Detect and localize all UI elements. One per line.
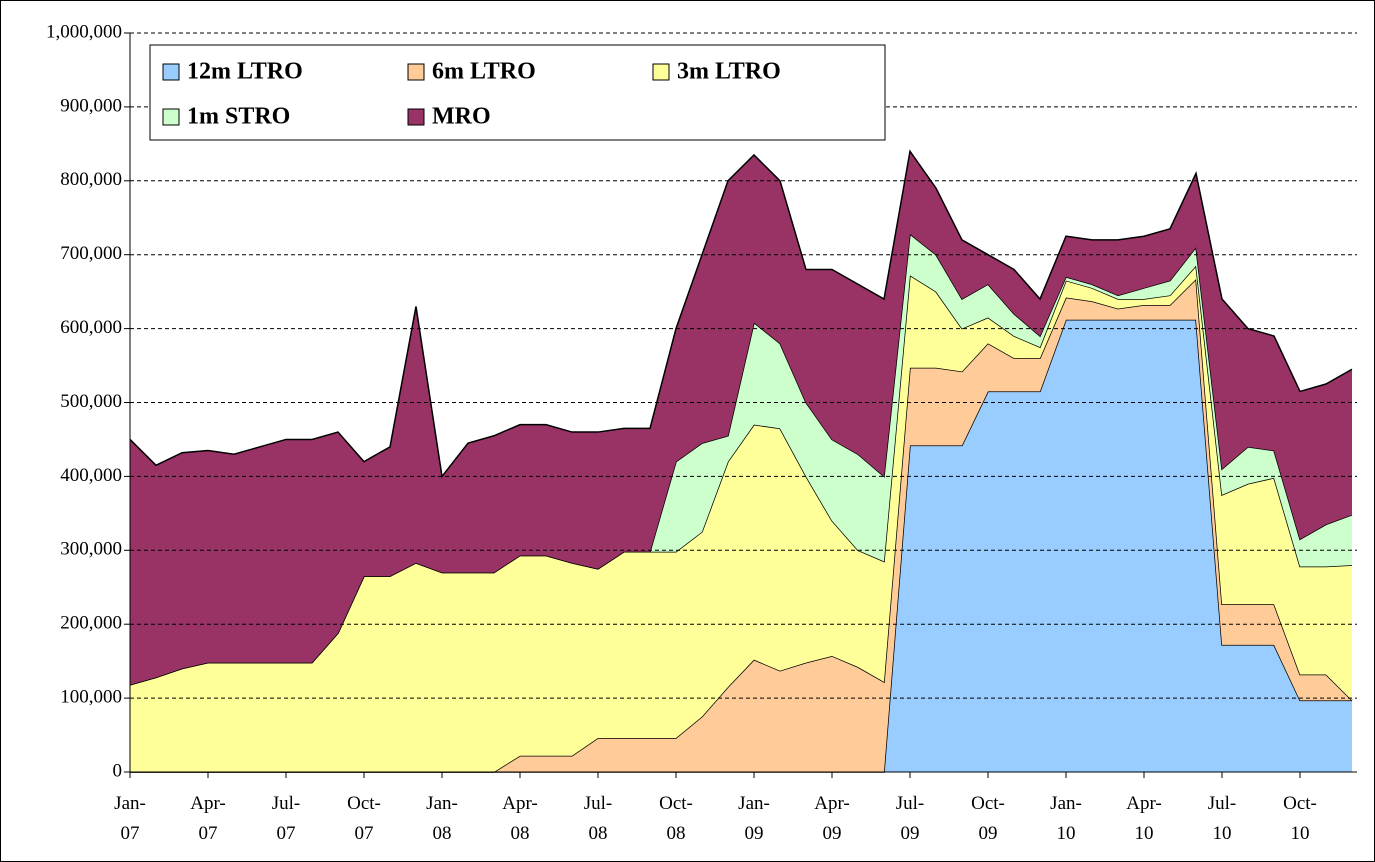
y-tick-label: 400,000 [60,465,122,486]
x-tick-label: Jan-08 [426,793,458,844]
x-tick-label: Apr-09 [814,793,850,844]
y-tick-label: 600,000 [60,317,122,338]
x-tick-label: Apr-08 [502,793,538,844]
legend-box [149,44,886,141]
x-tick-label: Jan-10 [1050,793,1082,844]
x-tick-label: Oct-08 [659,793,693,844]
x-tick-label: Oct-10 [1283,793,1317,844]
area-edge [129,149,1353,479]
y-tick-label: 1,000,000 [46,21,122,42]
x-tick-label: Jul-08 [584,793,613,844]
x-tick-label: Jul-10 [1208,793,1237,844]
x-tick-label: Jan-07 [114,793,146,844]
legend-label: 1m STRO [187,104,290,130]
legend-swatch [652,63,670,81]
x-tick-label: Oct-07 [347,793,381,844]
grid [130,32,1357,699]
x-tick-label: Jan-09 [738,793,770,844]
y-tick-label: 300,000 [60,539,122,560]
area [130,319,1352,772]
x-tick-label: Oct-09 [971,793,1005,844]
legend-label: 6m LTRO [432,59,536,85]
x-tick-label: Apr-07 [190,793,226,844]
y-tick-label: 700,000 [60,243,122,264]
y-tick-label: 500,000 [60,391,122,412]
y-tick-label: 0 [113,760,123,781]
x-tick-label: Apr-10 [1126,793,1162,844]
legend-swatch [407,63,425,81]
legend-swatch [162,108,180,126]
y-tick-label: 900,000 [60,95,122,116]
y-tick-label: 800,000 [60,169,122,190]
legend-label: MRO [432,104,491,130]
x-tick-label: Jul-09 [896,793,925,844]
x-tick-label: Jul-07 [272,793,301,844]
y-tick-label: 100,000 [60,686,122,707]
legend-swatch [162,63,180,81]
y-tick-label: 200,000 [60,613,122,634]
legend-label: 3m LTRO [677,59,781,85]
legend-swatch [407,108,425,126]
area [130,265,1352,772]
legend-label: 12m LTRO [187,59,303,85]
